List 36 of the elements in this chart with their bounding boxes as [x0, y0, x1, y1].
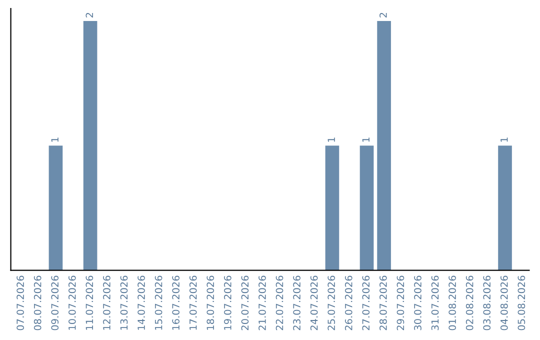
x-tick-label: 26.07.2026	[344, 276, 352, 330]
data-label: 1	[328, 138, 335, 142]
data-label: 1	[51, 138, 58, 142]
x-tick-label: 03.08.2026	[483, 276, 491, 330]
data-label: 1	[500, 138, 508, 142]
x-tick-label: 10.07.2026	[68, 276, 76, 330]
x-tick-label: 14.07.2026	[138, 276, 145, 330]
x-tick-label: 05.08.2026	[518, 276, 526, 330]
x-tick-label: 18.07.2026	[206, 276, 214, 330]
x-tick-label: 08.07.2026	[34, 276, 42, 330]
x-tick-label: 15.07.2026	[154, 276, 162, 330]
x-tick-label: 02.08.2026	[466, 276, 474, 330]
x-tick-label: 13.07.2026	[120, 276, 128, 330]
x-tick-label: 27.07.2026	[362, 276, 370, 330]
x-tick-label: 22.07.2026	[276, 276, 284, 330]
x-tick-label: 28.07.2026	[380, 276, 387, 330]
x-tick-label: 01.08.2026	[448, 276, 456, 330]
data-label: 2	[86, 12, 93, 18]
x-tick-label: 17.07.2026	[189, 276, 197, 330]
x-tick-label: 07.07.2026	[16, 276, 24, 330]
x-tick-label: 30.07.2026	[414, 276, 422, 330]
x-tick-label: 04.08.2026	[500, 276, 508, 330]
x-tick-label: 19.07.2026	[224, 276, 232, 330]
x-tick-label: 16.07.2026	[172, 276, 180, 330]
x-tick-label: 31.07.2026	[431, 276, 439, 330]
data-label: 2	[380, 12, 387, 18]
x-tick-label: 23.07.2026	[293, 276, 300, 330]
x-tick-label: 12.07.2026	[103, 276, 110, 330]
x-tick-label: 20.07.2026	[241, 276, 249, 330]
x-tick-label: 25.07.2026	[328, 276, 336, 330]
x-tick-label: 11.07.2026	[86, 276, 94, 330]
x-tick-label: 21.07.2026	[258, 276, 266, 330]
data-label: 1	[362, 138, 370, 142]
x-tick-label: 09.07.2026	[51, 276, 59, 330]
x-tick-label: 24.07.2026	[310, 276, 318, 330]
x-tick-label: 29.07.2026	[396, 276, 404, 330]
